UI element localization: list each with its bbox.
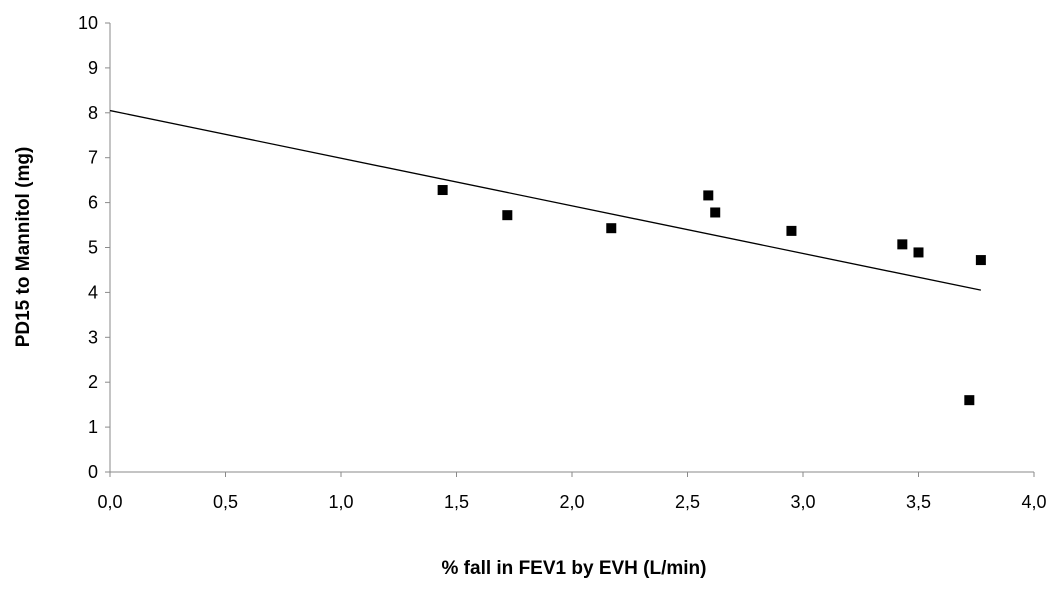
y-tick-label: 7 — [88, 148, 98, 168]
x-axis-title: % fall in FEV1 by EVH (L/min) — [442, 558, 707, 579]
y-tick-label: 4 — [88, 282, 98, 302]
y-tick-label: 6 — [88, 193, 98, 213]
x-tick-label: 0,0 — [97, 492, 122, 512]
trendline — [109, 109, 982, 291]
y-tick-label: 3 — [88, 327, 98, 347]
data-point — [897, 239, 908, 250]
x-tick-label: 3,0 — [790, 492, 815, 512]
data-point — [437, 185, 448, 196]
y-tick-label: 1 — [88, 417, 98, 437]
data-point — [703, 190, 714, 201]
data-point — [502, 210, 513, 221]
y-axis: 0 1 2 3 4 5 6 7 8 9 10 — [78, 13, 111, 482]
y-tick-label: 0 — [88, 462, 98, 482]
y-axis-title: PD15 to Mannitol (mg) — [13, 147, 34, 348]
data-point — [606, 223, 617, 234]
x-tick-label: 2,0 — [559, 492, 584, 512]
y-tick-label: 5 — [88, 238, 98, 258]
data-point — [786, 225, 797, 236]
x-tick-label: 0,5 — [213, 492, 238, 512]
x-tick-label: 3,5 — [906, 492, 931, 512]
x-tick-label: 1,5 — [444, 492, 469, 512]
x-axis: 0,0 0,5 1,0 1,5 2,0 2,5 3,0 3,5 4,0 — [97, 471, 1047, 512]
y-tick-label: 10 — [78, 13, 98, 33]
trendline-group — [109, 109, 982, 291]
y-tick-label: 8 — [88, 103, 98, 123]
data-point — [913, 247, 924, 258]
x-tick-label: 4,0 — [1021, 492, 1046, 512]
x-tick-label: 1,0 — [328, 492, 353, 512]
y-tick-label: 2 — [88, 372, 98, 392]
x-tick-label: 2,5 — [675, 492, 700, 512]
data-point — [975, 255, 986, 266]
data-point — [964, 395, 975, 406]
data-point — [710, 207, 721, 218]
data-points — [437, 185, 986, 406]
y-tick-label: 9 — [88, 58, 98, 78]
